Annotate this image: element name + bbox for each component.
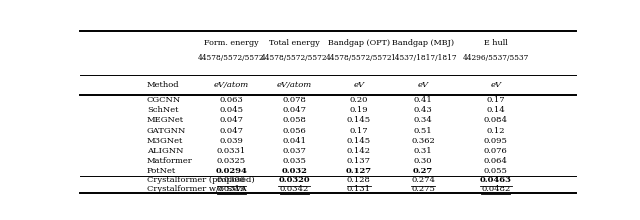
Text: ALIGNN: ALIGNN <box>147 147 184 155</box>
Text: 0.41: 0.41 <box>414 96 433 104</box>
Text: 0.14: 0.14 <box>486 106 505 114</box>
Text: 0.0319: 0.0319 <box>217 185 246 193</box>
Text: Form. energy: Form. energy <box>204 39 259 47</box>
Text: 44578/5572/5572: 44578/5572/5572 <box>261 54 328 62</box>
Text: 0.17: 0.17 <box>486 96 505 104</box>
Text: Crystalformer (proposed): Crystalformer (proposed) <box>147 176 255 184</box>
Text: eV: eV <box>353 81 364 89</box>
Text: E hull: E hull <box>484 39 508 47</box>
Text: 0.145: 0.145 <box>347 116 371 125</box>
Text: 0.0482: 0.0482 <box>481 185 510 193</box>
Text: 0.035: 0.035 <box>282 157 306 165</box>
Text: 0.0342: 0.0342 <box>280 185 309 193</box>
Text: 0.039: 0.039 <box>220 137 243 145</box>
Text: 44296/5537/5537: 44296/5537/5537 <box>463 54 529 62</box>
Text: 0.30: 0.30 <box>414 157 433 165</box>
Text: 0.055: 0.055 <box>484 167 508 175</box>
Text: Matformer: Matformer <box>147 157 193 165</box>
Text: 0.0294: 0.0294 <box>215 167 247 175</box>
Text: GATGNN: GATGNN <box>147 126 186 135</box>
Text: 0.142: 0.142 <box>347 147 371 155</box>
Text: 0.0320: 0.0320 <box>278 176 310 184</box>
Text: 14537/1817/1817: 14537/1817/1817 <box>390 54 456 62</box>
Text: 0.145: 0.145 <box>347 137 371 145</box>
Text: 0.076: 0.076 <box>484 147 508 155</box>
Text: 0.27: 0.27 <box>413 167 433 175</box>
Text: 0.047: 0.047 <box>220 116 243 125</box>
Text: 44578/5572/5572: 44578/5572/5572 <box>198 54 264 62</box>
Text: 0.31: 0.31 <box>414 147 433 155</box>
Text: 0.0331: 0.0331 <box>217 147 246 155</box>
Text: 0.43: 0.43 <box>414 106 433 114</box>
Text: 0.51: 0.51 <box>414 126 433 135</box>
Text: 0.056: 0.056 <box>282 126 306 135</box>
Text: 0.362: 0.362 <box>412 137 435 145</box>
Text: CGCNN: CGCNN <box>147 96 181 104</box>
Text: 0.137: 0.137 <box>347 157 371 165</box>
Text: 0.045: 0.045 <box>220 106 243 114</box>
Text: M3GNet: M3GNet <box>147 137 183 145</box>
Text: eV: eV <box>418 81 429 89</box>
Text: 0.064: 0.064 <box>484 157 508 165</box>
Text: 0.078: 0.078 <box>282 96 306 104</box>
Text: 0.275: 0.275 <box>412 185 435 193</box>
Text: Crystalformer w/o SWA: Crystalformer w/o SWA <box>147 185 246 193</box>
Text: MEGNet: MEGNet <box>147 116 184 125</box>
Text: SchNet: SchNet <box>147 106 179 114</box>
Text: eV/atom: eV/atom <box>214 81 249 89</box>
Text: 44578/5572/5572: 44578/5572/5572 <box>326 54 392 62</box>
Text: Bandgap (OPT): Bandgap (OPT) <box>328 39 390 47</box>
Text: Total energy: Total energy <box>269 39 319 47</box>
Text: 0.131: 0.131 <box>347 185 371 193</box>
Text: 0.20: 0.20 <box>349 96 368 104</box>
Text: 0.274: 0.274 <box>412 176 435 184</box>
Text: 0.127: 0.127 <box>346 167 372 175</box>
Text: 0.128: 0.128 <box>347 176 371 184</box>
Text: 0.084: 0.084 <box>484 116 508 125</box>
Text: PotNet: PotNet <box>147 167 176 175</box>
Text: 0.17: 0.17 <box>349 126 368 135</box>
Text: 0.041: 0.041 <box>282 137 307 145</box>
Text: 0.047: 0.047 <box>282 106 307 114</box>
Text: 0.0306: 0.0306 <box>217 176 246 184</box>
Text: 0.0325: 0.0325 <box>217 157 246 165</box>
Text: 0.0463: 0.0463 <box>480 176 511 184</box>
Text: 0.032: 0.032 <box>282 167 307 175</box>
Text: 0.058: 0.058 <box>282 116 306 125</box>
Text: Method: Method <box>147 81 180 89</box>
Text: 0.063: 0.063 <box>220 96 243 104</box>
Text: 0.34: 0.34 <box>414 116 433 125</box>
Text: 0.037: 0.037 <box>282 147 306 155</box>
Text: Bandgap (MBJ): Bandgap (MBJ) <box>392 39 454 47</box>
Text: 0.19: 0.19 <box>349 106 368 114</box>
Text: 0.047: 0.047 <box>220 126 243 135</box>
Text: 0.12: 0.12 <box>486 126 505 135</box>
Text: eV/atom: eV/atom <box>276 81 312 89</box>
Text: eV: eV <box>490 81 501 89</box>
Text: 0.095: 0.095 <box>484 137 508 145</box>
